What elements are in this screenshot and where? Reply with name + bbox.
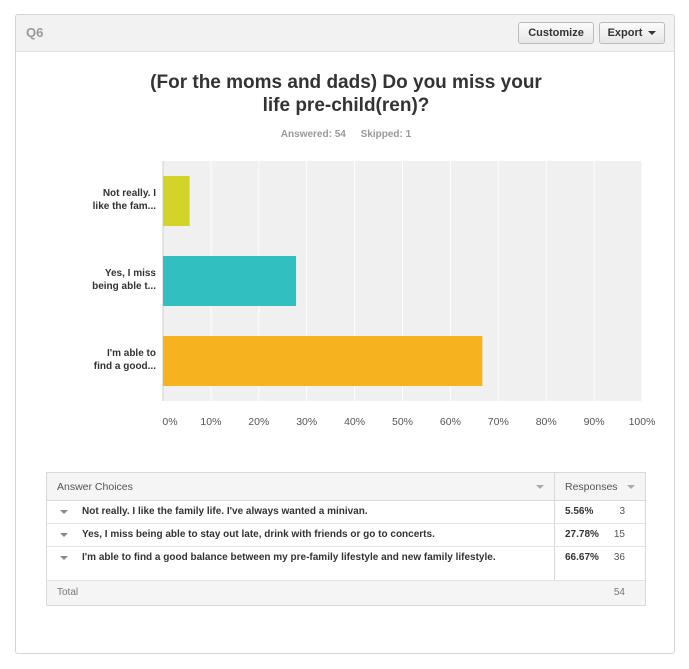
customize-button[interactable]: Customize	[518, 22, 594, 44]
column-divider	[554, 547, 555, 580]
column-divider	[554, 501, 555, 523]
table-row: Not really. I like the family life. I've…	[47, 501, 645, 524]
response-stats: Answered: 54 Skipped: 1	[16, 129, 676, 140]
bar-chart: 0% 10% 20% 30% 40% 50% 60% 70% 80% 90% 100% Not rea…	[92, 161, 656, 428]
x-tick-label: 50%	[392, 416, 413, 428]
category-label: I'm able to	[107, 348, 156, 359]
export-label: Export	[607, 27, 643, 39]
response-count: 36	[613, 552, 625, 563]
answer-choice-text: Not really. I like the family life. I've…	[82, 506, 368, 517]
total-label: Total	[57, 587, 79, 598]
bar	[163, 336, 483, 386]
expand-triangle-icon[interactable]	[60, 510, 68, 514]
x-tick-label: 10%	[200, 416, 221, 428]
category-label: find a good...	[94, 361, 156, 372]
x-tick-label: 0%	[162, 416, 177, 428]
chart-title: (For the moms and dads) Do you miss your…	[16, 71, 676, 117]
customize-label: Customize	[528, 27, 584, 39]
chart-title-line-2: life pre-child(ren)?	[262, 95, 430, 116]
x-tick-label: 90%	[584, 416, 605, 428]
category-label: Not really. I	[103, 188, 156, 199]
response-count: 3	[619, 506, 625, 517]
table-body: Not really. I like the family life. I've…	[47, 501, 645, 581]
x-tick-label: 40%	[344, 416, 365, 428]
header-responses[interactable]: Responses	[565, 480, 618, 493]
question-number: Q6	[26, 25, 44, 40]
response-percent: 27.78%	[565, 529, 599, 540]
table-row: I'm able to find a good balance between …	[47, 547, 645, 581]
answer-table: Answer Choices Responses Not really. I l…	[46, 472, 646, 606]
header-answer-choices[interactable]: Answer Choices	[57, 480, 133, 493]
table-header: Answer Choices Responses	[47, 473, 645, 501]
category-label: like the fam...	[93, 201, 157, 212]
panel-header: Q6 Customize Export	[16, 15, 674, 52]
column-divider	[554, 473, 555, 500]
x-tick-label: 30%	[296, 416, 317, 428]
sort-arrow-icon[interactable]	[536, 485, 544, 489]
export-button[interactable]: Export	[599, 22, 665, 44]
category-label: being able t...	[92, 281, 156, 292]
x-tick-label: 60%	[440, 416, 461, 428]
skipped-count: Skipped: 1	[360, 129, 412, 140]
total-value: 54	[613, 587, 625, 598]
chevron-down-icon	[648, 31, 657, 35]
table-row: Yes, I miss being able to stay out late,…	[47, 524, 645, 547]
column-divider	[554, 524, 555, 546]
expand-triangle-icon[interactable]	[60, 556, 68, 560]
category-label: Yes, I miss	[105, 268, 157, 279]
bar	[163, 176, 190, 226]
x-tick-label: 70%	[488, 416, 509, 428]
response-percent: 5.56%	[565, 506, 594, 517]
question-panel: Q6 Customize Export (For the moms and da…	[15, 14, 675, 654]
bar	[163, 256, 297, 306]
table-total-row: Total 54	[47, 581, 645, 605]
answer-choice-text: I'm able to find a good balance between …	[82, 552, 496, 563]
expand-triangle-icon[interactable]	[60, 533, 68, 537]
x-tick-label: 100%	[629, 416, 656, 428]
answered-count: Answered: 54	[280, 129, 346, 140]
sort-arrow-icon[interactable]	[627, 485, 635, 489]
x-tick-label: 80%	[536, 416, 557, 428]
response-percent: 66.67%	[565, 552, 599, 563]
response-count: 15	[613, 529, 625, 540]
answer-choice-text: Yes, I miss being able to stay out late,…	[82, 529, 435, 540]
x-tick-label: 20%	[248, 416, 269, 428]
chart-title-line-1: (For the moms and dads) Do you miss your	[150, 72, 542, 93]
